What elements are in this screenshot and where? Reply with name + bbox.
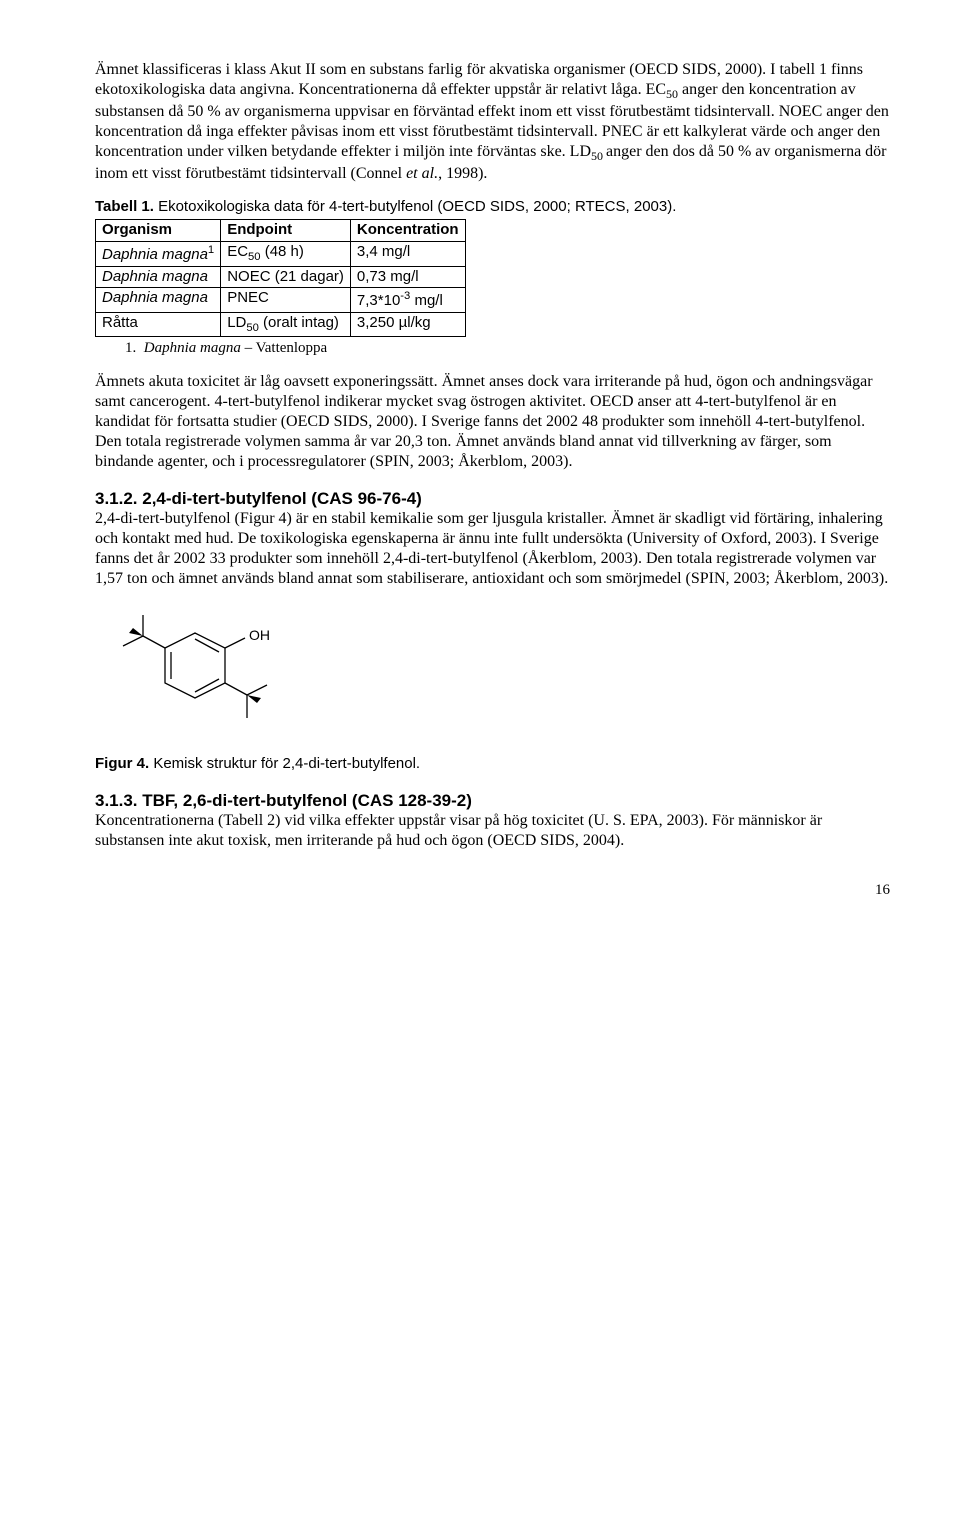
etal-italic: et al. xyxy=(406,165,438,182)
organism-name: Råtta xyxy=(96,313,221,337)
ld50-sub: 50 xyxy=(591,149,606,163)
ecotox-table: Organism Endpoint Koncentration Daphnia … xyxy=(95,219,466,337)
footnote-text: – Vattenloppa xyxy=(241,340,327,356)
endpoint: (oralt intag) xyxy=(259,314,339,331)
organism-name: Daphnia magna xyxy=(102,246,208,263)
col-concentration: Koncentration xyxy=(350,220,465,242)
endpoint: NOEC (21 dagar) xyxy=(221,266,351,288)
table1-caption-label: Tabell 1. xyxy=(95,198,154,215)
toxicity-paragraph: Ämnets akuta toxicitet är låg oavsett ex… xyxy=(95,372,890,472)
section-313-paragraph: Koncentrationerna (Tabell 2) vid vilka e… xyxy=(95,811,890,851)
section-312-title: 3.1.2. 2,4-di-tert-butylfenol (CAS 96-76… xyxy=(95,488,890,509)
col-endpoint: Endpoint xyxy=(221,220,351,242)
figure4-caption-label: Figur 4. xyxy=(95,755,149,772)
table-header-row: Organism Endpoint Koncentration xyxy=(96,220,466,242)
endpoint: EC xyxy=(227,243,248,260)
footnote-num: 1. xyxy=(125,340,136,356)
section-313-title: 3.1.3. TBF, 2,6-di-tert-butylfenol (CAS … xyxy=(95,790,890,811)
endpoint: (48 h) xyxy=(261,243,304,260)
ec50-sub: 50 xyxy=(666,87,678,101)
organism-name: Daphnia magna xyxy=(102,289,208,306)
footnote-ref: 1 xyxy=(208,244,214,256)
endpoint-sub: 50 xyxy=(246,322,259,334)
footnote-italic: Daphnia magna xyxy=(144,340,241,356)
oh-label: OH xyxy=(249,627,270,643)
concentration: 3,250 µl/kg xyxy=(350,313,465,337)
endpoint: PNEC xyxy=(221,288,351,313)
concentration-sup: -3 xyxy=(400,290,410,302)
table-row: Daphnia magna PNEC 7,3*10-3 mg/l xyxy=(96,288,466,313)
table-row: Råtta LD50 (oralt intag) 3,250 µl/kg xyxy=(96,313,466,337)
table1-footnote: 1. Daphnia magna – Vattenloppa xyxy=(125,339,890,358)
table-row: Daphnia magna1 EC50 (48 h) 3,4 mg/l xyxy=(96,241,466,266)
section-312-paragraph: 2,4-di-tert-butylfenol (Figur 4) är en s… xyxy=(95,509,890,589)
endpoint: LD xyxy=(227,314,246,331)
concentration: 3,4 mg/l xyxy=(350,241,465,266)
col-organism: Organism xyxy=(96,220,221,242)
text: , 1998). xyxy=(438,165,487,182)
concentration: mg/l xyxy=(410,292,443,309)
molecule-svg: OH xyxy=(95,603,295,743)
concentration: 7,3*10 xyxy=(357,292,400,309)
figure4-caption-text: Kemisk struktur för 2,4-di-tert-butylfen… xyxy=(149,755,420,772)
figure4-caption: Figur 4. Kemisk struktur för 2,4-di-tert… xyxy=(95,755,890,774)
table1-caption: Tabell 1. Ekotoxikologiska data för 4-te… xyxy=(95,198,890,217)
intro-paragraph: Ämnet klassificeras i klass Akut II som … xyxy=(95,60,890,184)
table-row: Daphnia magna NOEC (21 dagar) 0,73 mg/l xyxy=(96,266,466,288)
page-number: 16 xyxy=(95,881,890,900)
table1-caption-text: Ekotoxikologiska data för 4-tert-butylfe… xyxy=(154,198,676,215)
organism-name: Daphnia magna xyxy=(102,268,208,285)
concentration: 0,73 mg/l xyxy=(350,266,465,288)
endpoint-sub: 50 xyxy=(248,251,261,263)
chemical-structure: OH xyxy=(95,603,890,749)
